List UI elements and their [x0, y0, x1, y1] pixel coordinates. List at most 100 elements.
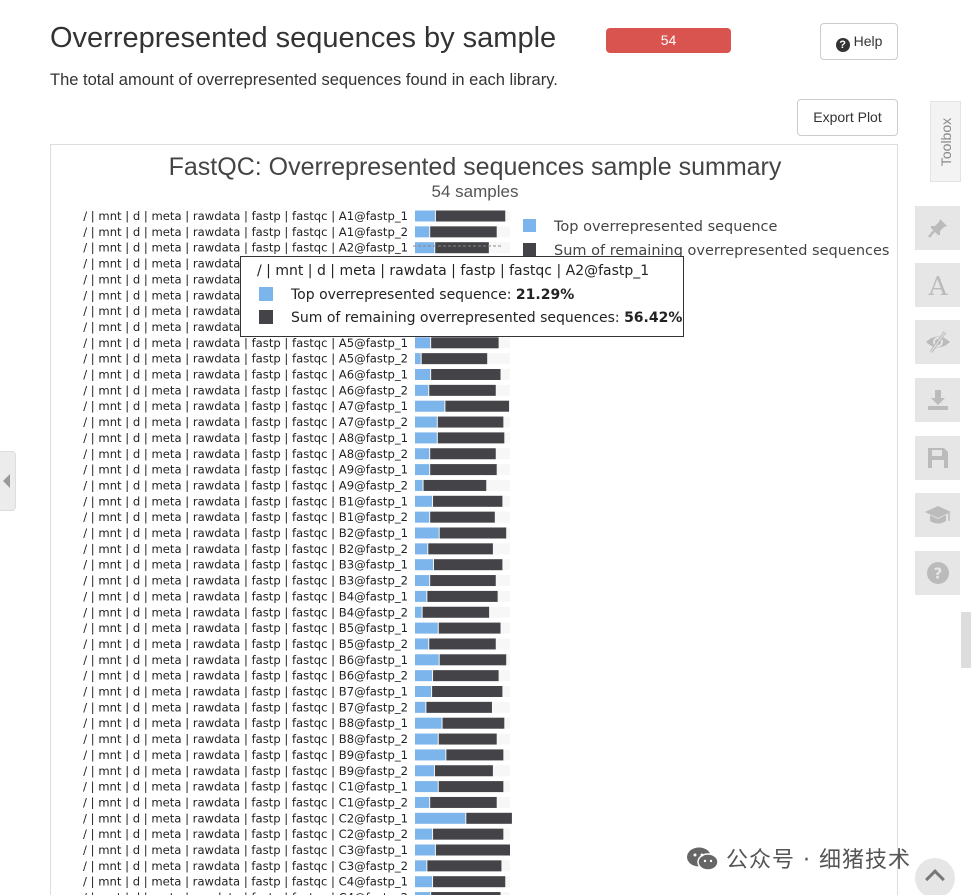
- bar-remaining-sequences[interactable]: [435, 242, 489, 254]
- bar-top-sequence[interactable]: [415, 701, 426, 713]
- help-button[interactable]: ? Help: [820, 23, 898, 60]
- bar-top-sequence[interactable]: [415, 242, 435, 254]
- bar-top-sequence[interactable]: [415, 527, 439, 539]
- bar-top-sequence[interactable]: [415, 511, 430, 523]
- toolbox-tab[interactable]: Toolbox: [930, 101, 961, 182]
- bar-remaining-sequences[interactable]: [438, 622, 501, 634]
- bar-remaining-sequences[interactable]: [433, 828, 504, 840]
- chart-legend[interactable]: Top overrepresented sequence Sum of rema…: [523, 219, 889, 259]
- bar-remaining-sequences[interactable]: [421, 353, 488, 365]
- bar-top-sequence[interactable]: [415, 448, 430, 460]
- category-label: / | mnt | d | meta | rawdata | fastp | f…: [83, 780, 408, 795]
- toolbox-export-button[interactable]: [915, 378, 960, 422]
- bar-top-sequence[interactable]: [415, 892, 431, 895]
- bar-top-sequence[interactable]: [415, 686, 432, 697]
- bar-top-sequence[interactable]: [415, 622, 438, 634]
- bar-top-sequence[interactable]: [415, 733, 438, 745]
- bar-top-sequence[interactable]: [415, 590, 427, 602]
- bar-top-sequence[interactable]: [415, 765, 434, 777]
- bar-remaining-sequences[interactable]: [432, 686, 503, 697]
- legend-swatch-rest[interactable]: [523, 243, 536, 256]
- toolbox-save-button[interactable]: [915, 436, 960, 480]
- toolbox-about-button[interactable]: ?: [915, 551, 960, 595]
- bar-top-sequence[interactable]: [415, 606, 422, 618]
- bar-remaining-sequences[interactable]: [438, 781, 504, 793]
- category-label: / | mnt | d | meta | rawdata | fastp | f…: [83, 748, 408, 763]
- toolbox-hide-samples-button[interactable]: [915, 320, 960, 364]
- toolbox-font-button[interactable]: A: [915, 263, 960, 307]
- toolbox-help-tour-button[interactable]: [915, 493, 960, 537]
- bar-top-sequence[interactable]: [415, 796, 430, 808]
- bar-remaining-sequences[interactable]: [434, 765, 493, 777]
- bar-remaining-sequences[interactable]: [431, 369, 501, 380]
- bar-top-sequence[interactable]: [415, 337, 431, 349]
- bar-remaining-sequences[interactable]: [439, 654, 507, 666]
- bar-top-sequence[interactable]: [415, 400, 445, 412]
- bar-top-sequence[interactable]: [415, 844, 435, 856]
- bar-top-sequence[interactable]: [415, 432, 437, 444]
- bar-top-sequence[interactable]: [415, 812, 466, 824]
- bar-top-sequence[interactable]: [415, 416, 437, 428]
- bar-top-sequence[interactable]: [415, 384, 429, 396]
- bar-remaining-sequences[interactable]: [429, 384, 496, 396]
- bar-top-sequence[interactable]: [415, 876, 433, 888]
- bar-remaining-sequences[interactable]: [438, 733, 497, 745]
- bar-remaining-sequences[interactable]: [442, 717, 505, 729]
- right-scrollbar-thumb[interactable]: [961, 612, 971, 668]
- bar-top-sequence[interactable]: [415, 210, 435, 222]
- bar-top-sequence[interactable]: [415, 717, 442, 729]
- bar-top-sequence[interactable]: [415, 559, 433, 571]
- bar-remaining-sequences[interactable]: [430, 226, 497, 238]
- bar-top-sequence[interactable]: [415, 749, 446, 761]
- bar-remaining-sequences[interactable]: [426, 701, 492, 713]
- bar-remaining-sequences[interactable]: [435, 844, 510, 856]
- bar-remaining-sequences[interactable]: [445, 400, 510, 412]
- bar-remaining-sequences[interactable]: [429, 638, 496, 650]
- bar-top-sequence[interactable]: [415, 781, 438, 793]
- bar-top-sequence[interactable]: [415, 353, 421, 365]
- bar-remaining-sequences[interactable]: [427, 860, 502, 872]
- bar-remaining-sequences[interactable]: [433, 876, 506, 888]
- bar-top-sequence[interactable]: [415, 543, 428, 555]
- bar-remaining-sequences[interactable]: [435, 210, 506, 222]
- bar-top-sequence[interactable]: [415, 479, 423, 491]
- bar-top-sequence[interactable]: [415, 654, 439, 666]
- category-label: / | mnt | d | meta | rawdata | fastp | f…: [83, 859, 408, 874]
- bar-top-sequence[interactable]: [415, 575, 430, 587]
- bar-remaining-sequences[interactable]: [430, 575, 496, 587]
- bar-remaining-sequences[interactable]: [431, 337, 499, 349]
- legend-label-top[interactable]: Top overrepresented sequence: [553, 219, 778, 235]
- toolbox-pin-button[interactable]: [915, 206, 960, 250]
- bar-remaining-sequences[interactable]: [433, 495, 503, 507]
- bar-remaining-sequences[interactable]: [439, 527, 507, 539]
- bar-remaining-sequences[interactable]: [430, 511, 495, 523]
- bar-remaining-sequences[interactable]: [430, 448, 496, 460]
- bar-top-sequence[interactable]: [415, 369, 431, 380]
- legend-label-rest[interactable]: Sum of remaining overrepresented sequenc…: [554, 243, 889, 259]
- bar-remaining-sequences[interactable]: [423, 479, 487, 491]
- bar-remaining-sequences[interactable]: [466, 812, 512, 824]
- bar-top-sequence[interactable]: [415, 495, 433, 507]
- export-plot-button[interactable]: Export Plot: [797, 99, 898, 136]
- category-label: / | mnt | d | meta | rawdata | fastp | f…: [83, 542, 408, 557]
- bar-top-sequence[interactable]: [415, 670, 433, 682]
- bar-remaining-sequences[interactable]: [427, 590, 498, 602]
- bar-top-sequence[interactable]: [415, 464, 430, 476]
- bar-top-sequence[interactable]: [415, 860, 427, 872]
- legend-swatch-top[interactable]: [523, 219, 536, 232]
- bar-remaining-sequences[interactable]: [437, 432, 505, 444]
- bar-remaining-sequences[interactable]: [437, 416, 504, 428]
- scroll-to-top-button[interactable]: [915, 858, 955, 895]
- bar-top-sequence[interactable]: [415, 226, 430, 238]
- bar-remaining-sequences[interactable]: [446, 749, 504, 761]
- bar-remaining-sequences[interactable]: [430, 796, 497, 808]
- bar-top-sequence[interactable]: [415, 638, 429, 650]
- bar-remaining-sequences[interactable]: [430, 464, 497, 476]
- sidebar-toggle-handle[interactable]: [0, 451, 16, 511]
- bar-remaining-sequences[interactable]: [434, 559, 503, 571]
- bar-top-sequence[interactable]: [415, 828, 433, 840]
- bar-remaining-sequences[interactable]: [433, 670, 499, 682]
- bar-remaining-sequences[interactable]: [431, 892, 501, 895]
- bar-remaining-sequences[interactable]: [428, 543, 493, 555]
- bar-remaining-sequences[interactable]: [422, 606, 490, 618]
